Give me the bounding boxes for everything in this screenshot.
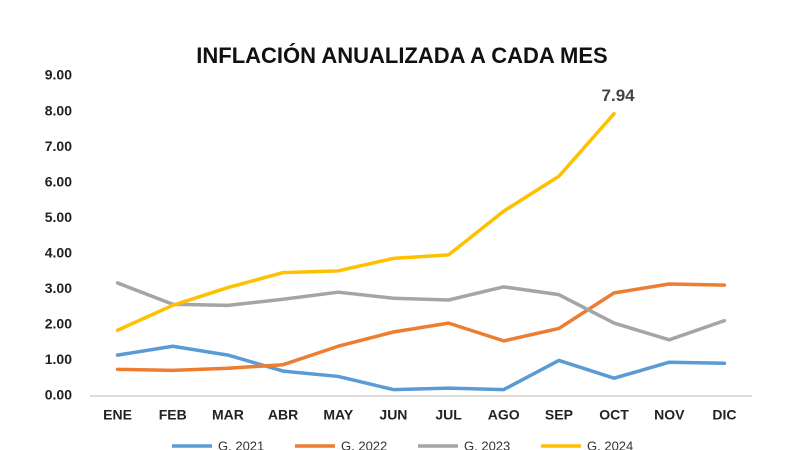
x-tick-label: DIC <box>712 407 736 423</box>
x-tick-label: FEB <box>159 407 187 423</box>
x-tick-label: NOV <box>654 407 685 423</box>
x-tick-label: OCT <box>599 407 629 423</box>
y-tick-label: 4.00 <box>45 244 72 260</box>
series-line <box>115 344 727 392</box>
x-tick-label: ENE <box>103 407 132 423</box>
chart-title: INFLACIÓN ANUALIZADA A CADA MES <box>196 43 607 68</box>
x-tick-label: MAR <box>212 407 244 423</box>
y-tick-label: 5.00 <box>45 209 72 225</box>
legend-label: G. 2023 <box>464 438 510 450</box>
x-tick-label: SEP <box>545 407 573 423</box>
y-tick-label: 9.00 <box>45 67 72 83</box>
series-line <box>115 282 727 373</box>
x-tick-label: JUN <box>379 407 407 423</box>
x-tick-label: JUL <box>435 407 462 423</box>
legend-label: G. 2024 <box>587 438 633 450</box>
y-tick-label: 6.00 <box>45 173 72 189</box>
data-label: 7.94 <box>602 86 636 105</box>
y-tick-label: 8.00 <box>45 102 72 118</box>
y-tick-label: 2.00 <box>45 316 72 332</box>
y-tick-label: 3.00 <box>45 280 72 296</box>
legend-label: G. 2022 <box>341 438 387 450</box>
series-line <box>115 281 727 342</box>
x-tick-label: AGO <box>488 407 520 423</box>
x-tick-label: ABR <box>268 407 298 423</box>
legend-label: G. 2021 <box>218 438 264 450</box>
x-tick-label: MAY <box>323 407 353 423</box>
series-line <box>115 111 616 332</box>
y-tick-label: 7.00 <box>45 138 72 154</box>
y-tick-label: 1.00 <box>45 351 72 367</box>
y-tick-label: 0.00 <box>45 387 72 403</box>
